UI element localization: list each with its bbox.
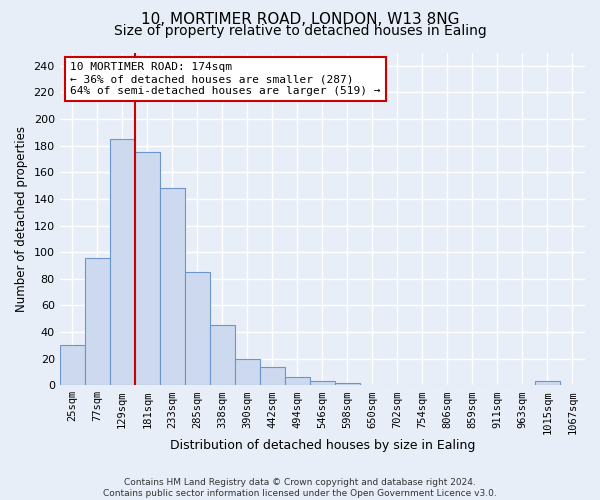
Bar <box>185 272 210 386</box>
Text: 10, MORTIMER ROAD, LONDON, W13 8NG: 10, MORTIMER ROAD, LONDON, W13 8NG <box>141 12 459 28</box>
Bar <box>135 152 160 386</box>
Bar <box>59 346 85 386</box>
Bar <box>210 326 235 386</box>
Bar <box>110 139 135 386</box>
Bar <box>160 188 185 386</box>
Bar <box>235 358 260 386</box>
X-axis label: Distribution of detached houses by size in Ealing: Distribution of detached houses by size … <box>170 440 475 452</box>
Text: Size of property relative to detached houses in Ealing: Size of property relative to detached ho… <box>113 24 487 38</box>
Text: 10 MORTIMER ROAD: 174sqm
← 36% of detached houses are smaller (287)
64% of semi-: 10 MORTIMER ROAD: 174sqm ← 36% of detach… <box>70 62 380 96</box>
Text: Contains HM Land Registry data © Crown copyright and database right 2024.
Contai: Contains HM Land Registry data © Crown c… <box>103 478 497 498</box>
Bar <box>85 258 110 386</box>
Bar <box>535 382 560 386</box>
Bar <box>335 382 360 386</box>
Bar <box>260 366 285 386</box>
Bar <box>285 378 310 386</box>
Y-axis label: Number of detached properties: Number of detached properties <box>15 126 28 312</box>
Bar <box>310 382 335 386</box>
